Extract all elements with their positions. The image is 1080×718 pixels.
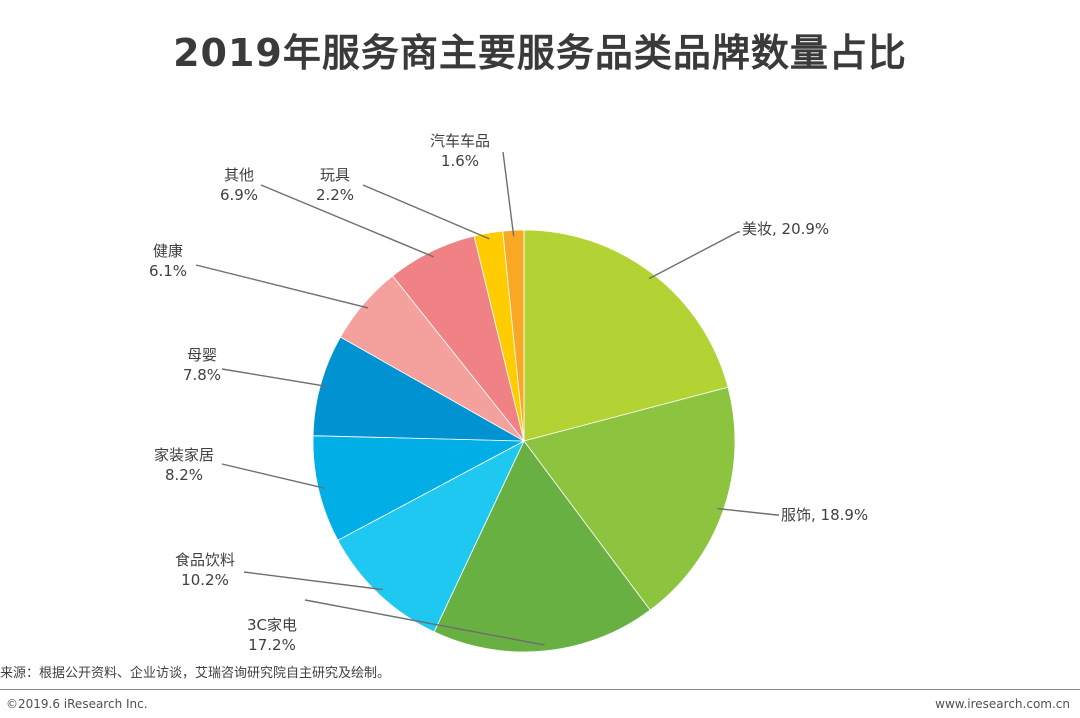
slice-label: 服饰, 18.9%: [781, 506, 868, 524]
slice-label-value: 10.2%: [181, 571, 229, 589]
slice-label-value: 6.9%: [220, 186, 258, 204]
pie-slice: [433, 440, 651, 653]
pie-slice: [523, 229, 729, 442]
copyright-text: ©2019.6 iResearch Inc.: [6, 697, 148, 711]
slice-label-value: 7.8%: [183, 366, 221, 384]
leader-line: [362, 184, 490, 240]
leader-line: [648, 231, 740, 280]
slice-label-name: 其他: [224, 166, 254, 184]
slice-label-value: 17.2%: [248, 636, 296, 654]
pie-slice: [312, 435, 526, 541]
slice-label-value: 1.6%: [441, 152, 479, 170]
slice-label-name: 家装家居: [154, 446, 214, 464]
footer-divider: [0, 689, 1080, 690]
leader-line: [260, 184, 435, 258]
slice-label-name: 3C家电: [247, 616, 297, 634]
slice-label-value: 2.2%: [316, 186, 354, 204]
slice-label-value: 6.1%: [149, 262, 187, 280]
leader-line: [717, 507, 779, 516]
leader-line: [502, 151, 515, 237]
slice-label-value: 8.2%: [165, 466, 203, 484]
pie-slice: [337, 440, 525, 633]
website-link[interactable]: www.iresearch.com.cn: [935, 697, 1070, 711]
slice-label: 美妆, 20.9%: [742, 220, 829, 238]
chart-title: 2019年服务商主要服务品类品牌数量占比: [173, 31, 907, 75]
slice-label-name: 汽车车品: [430, 132, 490, 150]
slice-label-name: 食品饮料: [175, 551, 235, 569]
leader-line: [221, 463, 325, 489]
leader-line: [243, 571, 383, 591]
leader-line: [221, 368, 327, 387]
leader-line: [195, 264, 369, 309]
pie-slice: [523, 386, 736, 611]
slice-label-name: 母婴: [187, 346, 217, 364]
slice-label-name: 玩具: [320, 166, 350, 184]
pie-chart: 美妆, 20.9% 服饰, 18.9% 3C家电 17.2% 食品饮料 10.2% 家装家居…: [149, 132, 868, 654]
slice-label-name: 健康: [153, 242, 183, 260]
leader-line: [304, 599, 545, 646]
source-note: 来源：根据公开资料、企业访谈，艾瑞咨询研究院自主研究及绘制。: [0, 666, 391, 681]
